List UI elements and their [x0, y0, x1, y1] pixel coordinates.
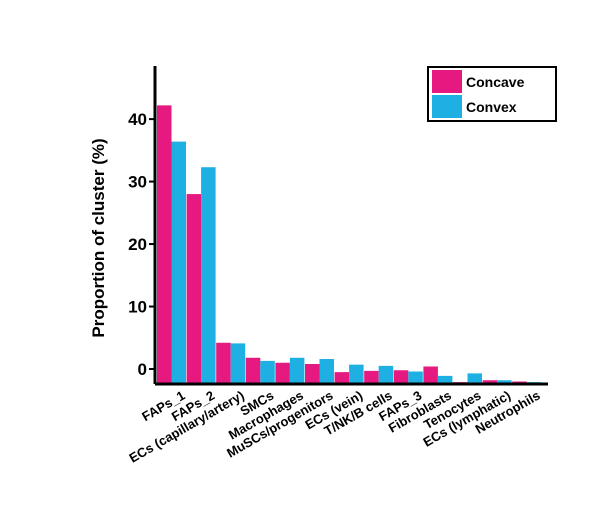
bar-concave-2	[186, 194, 202, 384]
bar-convex-5	[289, 357, 305, 384]
bar-concave-10	[423, 366, 438, 384]
bar-convex-6	[319, 359, 334, 384]
bar-concave-6	[305, 364, 320, 384]
bar-concave-7	[334, 372, 350, 384]
bar-concave-9	[393, 370, 409, 384]
y-tick-label: 20	[128, 235, 147, 254]
bar-convex-1	[171, 141, 186, 384]
legend-swatch-concave	[432, 70, 462, 93]
bar-concave-5	[275, 362, 290, 384]
bar-concave-8	[364, 370, 379, 384]
y-ticks-group: 0 10 20 30 40	[128, 110, 155, 379]
y-tick-label: 10	[128, 298, 147, 317]
bar-concave-3	[216, 342, 231, 384]
legend-label-concave: Concave	[466, 74, 525, 90]
legend-swatch-convex	[432, 95, 462, 118]
bars-group	[157, 105, 542, 384]
bar-concave-4	[245, 357, 261, 384]
y-tick-label: 30	[128, 173, 147, 192]
bar-convex-2	[201, 167, 216, 384]
bar-concave-12	[482, 380, 498, 384]
y-tick-label: 0	[138, 360, 147, 379]
bar-concave-1	[157, 105, 172, 384]
legend-label-convex: Convex	[466, 99, 517, 115]
bar-convex-9	[408, 371, 423, 384]
bar-convex-11	[467, 373, 482, 384]
y-tick-label: 40	[128, 110, 147, 129]
bar-convex-8	[378, 365, 394, 384]
bar-convex-10	[437, 375, 453, 384]
legend: Concave Convex	[427, 66, 557, 122]
bar-convex-4	[260, 360, 275, 384]
bar-convex-12	[497, 380, 512, 384]
bar-convex-7	[349, 364, 364, 384]
y-axis-label: Proportion of cluster (%)	[89, 138, 108, 337]
bar-convex-3	[230, 343, 246, 384]
